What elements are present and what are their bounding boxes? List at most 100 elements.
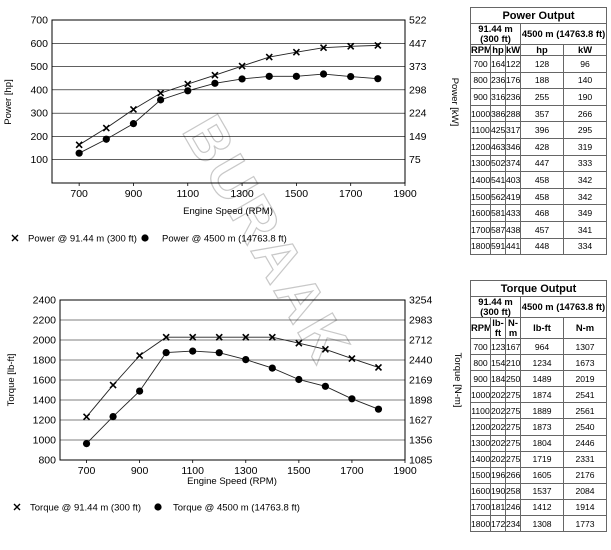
torque-row: 8001549210012341673 (470, 354, 607, 372)
power-cell: 349 (562, 204, 608, 222)
power-header-rpm: RPM (470, 44, 491, 56)
power-cell: 419 (505, 187, 521, 206)
power-point-x (374, 41, 382, 49)
torque-xtick-label: 1500 (287, 465, 311, 477)
torque-cell: 1500 (470, 466, 491, 484)
torque-table-body: 7001232167096413078001549210012341673900… (470, 337, 607, 533)
torque-row: 11002028275018892561 (470, 402, 607, 420)
torque-point-dot (136, 387, 144, 395)
torque-y2tick-label: 3254 (409, 295, 433, 307)
power-y2tick-label: 373 (409, 61, 427, 73)
torque-cell: 1773 (563, 515, 607, 533)
power-row: 1400 541 403 458 342 (470, 171, 608, 189)
power-cell: 1700 (470, 220, 491, 239)
power-col-b-header: 4500 m (14763.8 ft) (519, 23, 608, 45)
power-y2tick-label: 224 (409, 108, 427, 120)
torque-point-x (82, 413, 91, 421)
torque-row: 14002028275017192331 (470, 450, 607, 468)
torque-table-title: Torque Output (470, 280, 607, 297)
power-cell: 1100 (470, 121, 491, 139)
power-y2tick-label: 298 (409, 84, 427, 96)
power-cell: 295 (562, 121, 608, 139)
power-row: 1800 591 441 448 334 (470, 237, 608, 256)
power-cell: 342 (562, 187, 608, 206)
torque-point-x (136, 352, 144, 360)
power-ytick-label: 600 (30, 38, 48, 50)
torque-point-dot (295, 375, 303, 384)
torque-xtick-label: 1100 (181, 465, 204, 477)
power-cell: 1300 (470, 154, 491, 173)
torque-header-rpm: RPM (470, 317, 491, 339)
torque-header-lbft-b: lb-ft (520, 317, 564, 339)
torque-series-line (86, 336, 379, 418)
power-cell: 190 (562, 88, 608, 106)
power-cell: 386 (490, 104, 506, 123)
power-cell: 334 (562, 237, 608, 256)
power-xtick-label: 1500 (285, 188, 309, 200)
torque-cell: 2668 (505, 466, 521, 484)
power-cell: 591 (490, 237, 506, 256)
torque-cell: 1308 (520, 515, 564, 533)
power-point-dot (292, 72, 300, 80)
torque-point-dot (321, 382, 329, 390)
power-series-line (78, 73, 378, 154)
power-cell: 438 (505, 220, 521, 239)
power-row: 700 164 122 128 96 (470, 55, 608, 73)
torque-cell: 2750 (505, 402, 521, 420)
power-cell: 700 (470, 55, 491, 73)
power-cell: 176 (505, 71, 521, 90)
torque-point-x (295, 339, 303, 347)
torque-cell: 2561 (563, 402, 607, 420)
torque-cell: 2084 (563, 482, 607, 500)
torque-row: 16001907258615372084 (470, 482, 607, 500)
torque-row: 18001726234013081773 (470, 515, 607, 533)
power-x-axis-label: Engine Speed (RPM) (183, 206, 273, 217)
power-cell: 288 (505, 104, 521, 123)
torque-cell: 2586 (505, 482, 521, 500)
torque-chart: 800 1085 1000 1356 1200 1627 1400 1898 1600 2169 1… (6, 295, 463, 514)
torque-point-dot (82, 440, 91, 448)
torque-cell: 1412 (520, 498, 564, 517)
torque-cell: 1549 (490, 354, 506, 372)
torque-cell: 2540 (563, 418, 607, 436)
power-ytick-label: 400 (30, 84, 48, 96)
power-point-dot (211, 79, 219, 87)
power-cell: 357 (520, 104, 564, 123)
torque-xtick-label: 1300 (234, 465, 258, 477)
power-point-dot (265, 72, 273, 80)
torque-row: 700123216709641307 (470, 337, 607, 356)
torque-cell: 2028 (490, 402, 506, 420)
torque-cell: 1889 (520, 402, 564, 420)
power-point-x (265, 53, 273, 61)
power-cell: 236 (490, 71, 506, 90)
torque-header-lbft-a: lb-ft (490, 317, 506, 339)
power-ytick-label: 700 (30, 15, 48, 27)
torque-cell: 800 (470, 354, 491, 372)
torque-x-axis-label: Engine Speed (RPM) (187, 476, 277, 487)
power-point-dot (184, 87, 192, 95)
torque-cell: 1804 (520, 434, 564, 452)
torque-legend-label: Torque @ 4500 m (14763.8 ft) (173, 503, 300, 514)
torque-ytick-label: 2000 (33, 335, 57, 347)
power-y2tick-label: 522 (409, 15, 427, 27)
power-chart: 100 75 200 149 300 224 400 298 500 373 600 447 700 52… (3, 15, 460, 245)
torque-cell: 1673 (563, 354, 607, 372)
power-table-title: Power Output (469, 7, 608, 24)
power-point-dot (374, 75, 382, 83)
power-point-dot (157, 96, 165, 104)
torque-cell: 1907 (490, 482, 506, 500)
torque-point-x (348, 355, 356, 363)
torque-cell: 1968 (490, 466, 506, 484)
torque-point-x (242, 333, 250, 341)
power-ytick-label: 300 (30, 108, 48, 120)
power-cell: 1400 (470, 171, 491, 189)
torque-y2tick-label: 1356 (409, 435, 433, 447)
power-y2tick-label: 447 (409, 38, 427, 50)
torque-cell: 1605 (520, 466, 564, 484)
torque-xtick-label: 1900 (393, 465, 417, 477)
power-cell: 441 (505, 237, 521, 256)
torque-cell: 2460 (505, 498, 521, 517)
power-xtick-label: 1100 (176, 188, 199, 200)
power-cell: 1800 (470, 237, 491, 256)
power-cell: 266 (562, 104, 608, 123)
